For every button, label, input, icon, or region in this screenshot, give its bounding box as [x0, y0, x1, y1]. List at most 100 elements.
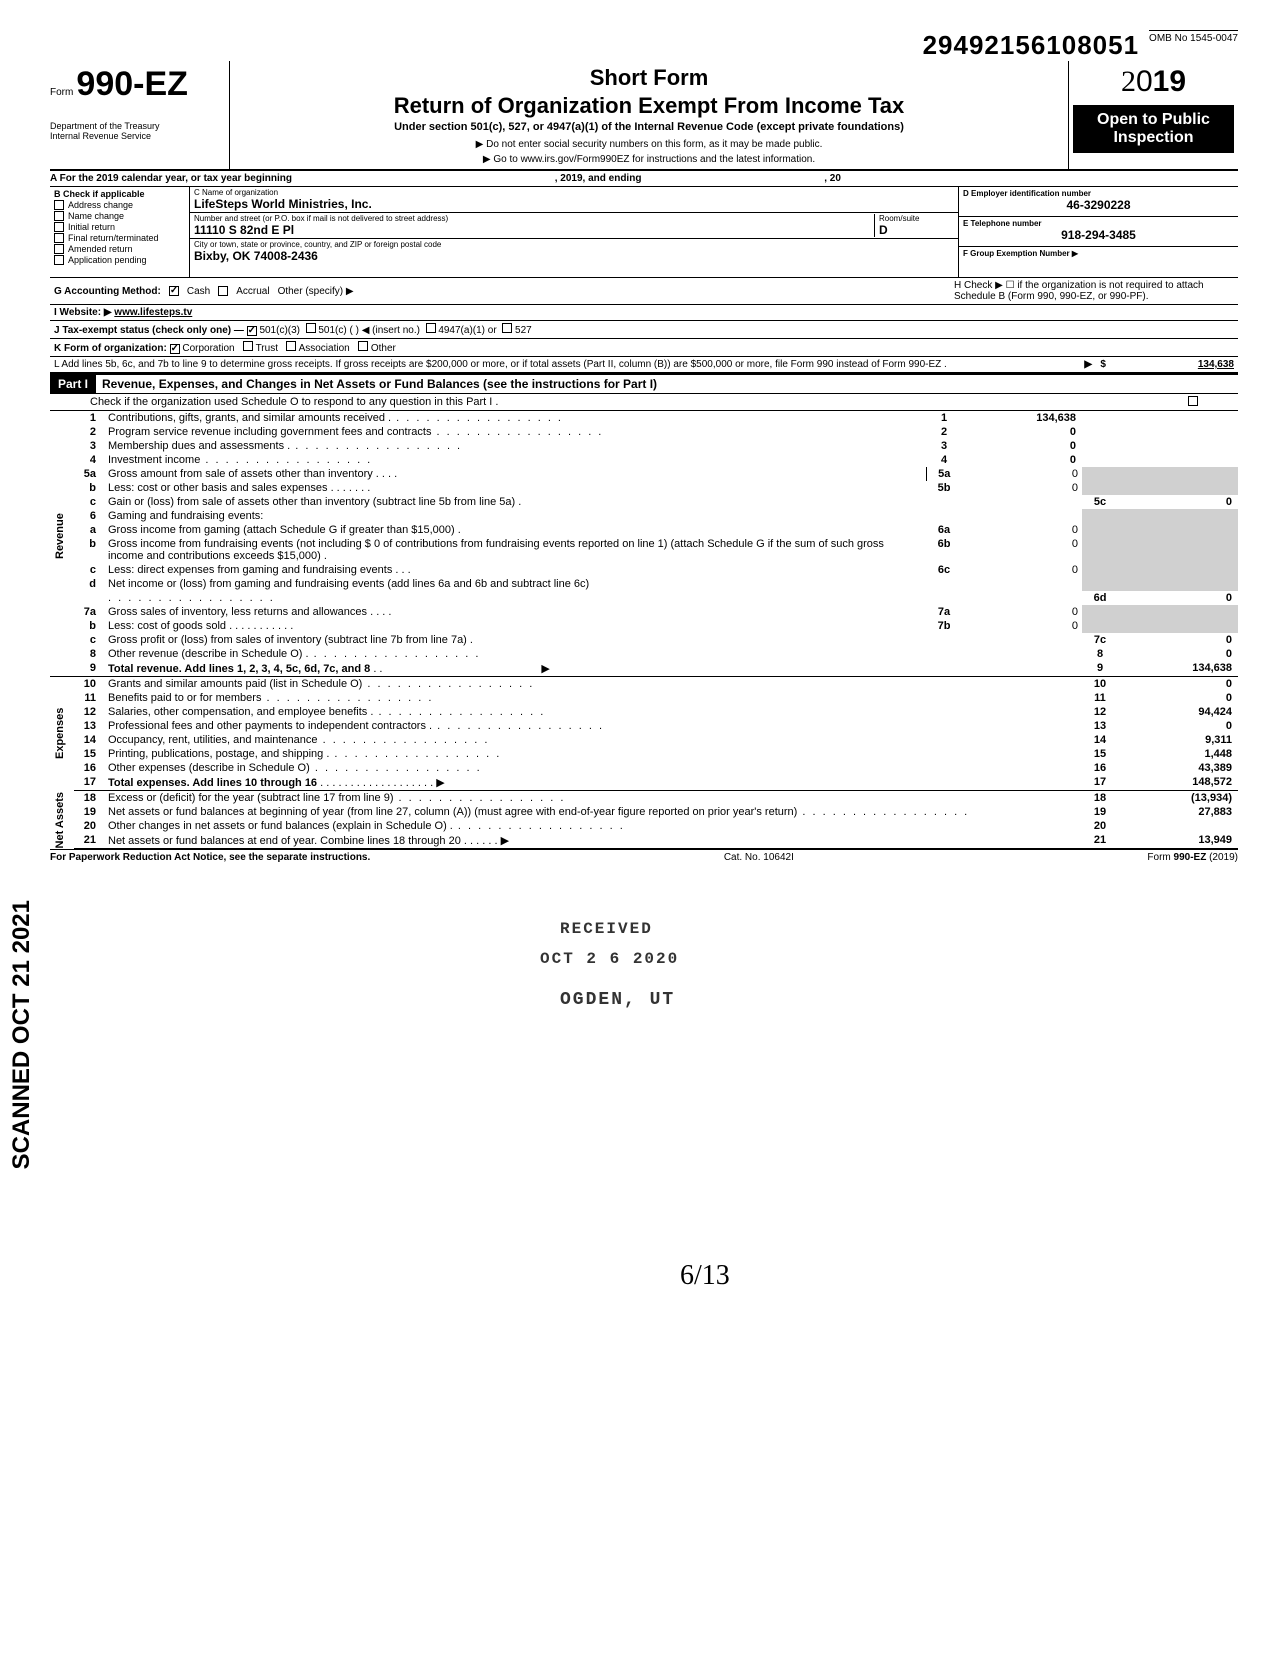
section-b-label: B Check if applicable [54, 189, 185, 199]
line-4: Investment income [104, 453, 926, 467]
lbl-app-pending: Application pending [68, 255, 147, 265]
amt-8: 0 [1118, 647, 1238, 661]
main-title: Return of Organization Exempt From Incom… [238, 93, 1060, 119]
form-prefix: Form [50, 87, 73, 98]
chk-corp[interactable] [170, 344, 180, 354]
line-1: Contributions, gifts, grants, and simila… [104, 411, 926, 425]
omb-number: OMB No 1545-0047 [1149, 30, 1238, 44]
line-7b: Less: cost of goods sold [108, 620, 226, 632]
amt-13: 0 [1118, 719, 1238, 733]
phone: 918-294-3485 [963, 228, 1234, 242]
side-netassets: Net Assets [50, 791, 74, 849]
dln: 29492156108051 [923, 30, 1139, 61]
line-11: Benefits paid to or for members [104, 691, 1082, 705]
lbl-initial-return: Initial return [68, 222, 115, 232]
street-address: 11110 S 82nd E Pl [194, 223, 874, 237]
chk-assoc[interactable] [286, 341, 296, 351]
line-21: Net assets or fund balances at end of ye… [108, 835, 461, 847]
footer-left: For Paperwork Reduction Act Notice, see … [50, 852, 370, 863]
chk-501c3[interactable] [247, 326, 257, 336]
part1-title: Revenue, Expenses, and Changes in Net As… [96, 375, 663, 393]
lbl-corp: Corporation [182, 343, 234, 354]
addr-label: Number and street (or P.O. box if mail i… [194, 214, 874, 223]
amt-18: (13,934) [1118, 791, 1238, 806]
lbl-501c3: 501(c)(3) [259, 325, 300, 336]
amt-16: 43,389 [1118, 761, 1238, 775]
line-5c: Gain or (loss) from sale of assets other… [104, 495, 1082, 509]
amt-10: 0 [1118, 677, 1238, 692]
line-12: Salaries, other compensation, and employ… [104, 705, 1082, 719]
main-table: Revenue 1Contributions, gifts, grants, a… [50, 411, 1238, 849]
chk-address-change[interactable] [54, 200, 64, 210]
chk-final-return[interactable] [54, 233, 64, 243]
city-value: Bixby, OK 74008-2436 [194, 249, 954, 263]
chk-trust[interactable] [243, 341, 253, 351]
subtitle: Under section 501(c), 527, or 4947(a)(1)… [238, 121, 1060, 133]
line-6d: Net income or (loss) from gaming and fun… [104, 577, 1082, 591]
c-label: C Name of organization [194, 188, 954, 197]
amt-12: 94,424 [1118, 705, 1238, 719]
amt-7c: 0 [1118, 633, 1238, 647]
amt-17: 148,572 [1118, 775, 1238, 791]
line-6: Gaming and fundraising events: [104, 509, 1082, 523]
chk-cash[interactable] [169, 286, 179, 296]
lbl-4947: 4947(a)(1) or [438, 325, 496, 336]
f-label: F Group Exemption Number ▶ [963, 249, 1234, 258]
amt-6d: 0 [1118, 591, 1238, 605]
part1-check-text: Check if the organization used Schedule … [90, 396, 1188, 408]
lbl-other-org: Other [371, 343, 396, 354]
line-8: Other revenue (describe in Schedule O) . [104, 647, 1082, 661]
stamp-date: OCT 2 6 2020 [540, 950, 679, 968]
line-13: Professional fees and other payments to … [104, 719, 1082, 733]
chk-name-change[interactable] [54, 211, 64, 221]
line-10: Grants and similar amounts paid (list in… [104, 677, 1082, 692]
chk-accrual[interactable] [218, 286, 228, 296]
l-amount: 134,638 [1114, 359, 1234, 370]
line-7a: Gross sales of inventory, less returns a… [108, 606, 367, 618]
dept-irs: Internal Revenue Service [50, 132, 223, 142]
sub-5b: 0 [962, 481, 1082, 495]
footer-mid: Cat. No. 10642I [724, 852, 794, 863]
lbl-trust: Trust [256, 343, 278, 354]
city-label: City or town, state or province, country… [194, 240, 954, 249]
form-number: 990-EZ [76, 65, 188, 103]
line-17: Total expenses. Add lines 10 through 16 [108, 777, 317, 789]
stamp-ogden: OGDEN, UT [560, 990, 675, 1010]
line-7c: Gross profit or (loss) from sales of inv… [104, 633, 1082, 647]
side-revenue: Revenue [50, 411, 74, 661]
chk-other-org[interactable] [358, 341, 368, 351]
amt-20 [1118, 819, 1238, 833]
amt-15: 1,448 [1118, 747, 1238, 761]
lbl-address-change: Address change [68, 200, 133, 210]
chk-527[interactable] [502, 323, 512, 333]
line-5b: Less: cost or other basis and sales expe… [108, 482, 334, 494]
l-text: L Add lines 5b, 6c, and 7b to line 9 to … [54, 359, 1076, 370]
line-6c: Less: direct expenses from gaming and fu… [108, 564, 392, 576]
website: www.lifesteps.tv [114, 307, 192, 318]
cal-mid: , 2019, and ending [555, 173, 642, 184]
line-16: Other expenses (describe in Schedule O) [104, 761, 1082, 775]
chk-amended[interactable] [54, 244, 64, 254]
chk-schedule-o[interactable] [1188, 396, 1198, 406]
lbl-other-method: Other (specify) ▶ [278, 286, 354, 297]
footer-right: Form 990-EZ (2019) [1147, 852, 1238, 863]
amt-19: 27,883 [1118, 805, 1238, 819]
ein: 46-3290228 [963, 198, 1234, 212]
chk-4947[interactable] [426, 323, 436, 333]
chk-initial-return[interactable] [54, 222, 64, 232]
chk-app-pending[interactable] [54, 255, 64, 265]
sub-7b: 0 [962, 619, 1082, 633]
i-label: I Website: ▶ [54, 307, 112, 318]
line-6a: Gross income from gaming (attach Schedul… [108, 524, 461, 536]
open-to-public: Open to Public Inspection [1073, 105, 1234, 153]
instruction-2: ▶ Go to www.irs.gov/Form990EZ for instru… [238, 154, 1060, 165]
stamp-received: RECEIVED [560, 920, 653, 938]
line-20: Other changes in net assets or fund bala… [104, 819, 1082, 833]
d-label: D Employer identification number [963, 189, 1234, 198]
sub-6b: 0 [962, 537, 1082, 563]
sub-6a: 0 [962, 523, 1082, 537]
amt-4: 0 [962, 453, 1082, 467]
chk-501c[interactable] [306, 323, 316, 333]
stamp-scanned: SCANNED OCT 21 2021 [8, 900, 36, 1169]
amt-1: 134,638 [962, 411, 1082, 425]
